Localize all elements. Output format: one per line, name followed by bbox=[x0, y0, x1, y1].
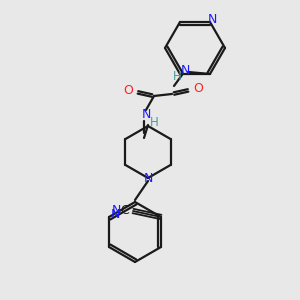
Text: H: H bbox=[150, 116, 158, 130]
Text: N: N bbox=[141, 109, 151, 122]
Text: H: H bbox=[172, 70, 182, 83]
Text: N: N bbox=[111, 203, 121, 217]
Text: N: N bbox=[180, 64, 190, 77]
Text: N: N bbox=[110, 208, 120, 221]
Text: O: O bbox=[123, 85, 133, 98]
Text: O: O bbox=[193, 82, 203, 95]
Text: N: N bbox=[143, 172, 153, 185]
Text: C: C bbox=[121, 203, 129, 217]
Text: N: N bbox=[207, 13, 217, 26]
